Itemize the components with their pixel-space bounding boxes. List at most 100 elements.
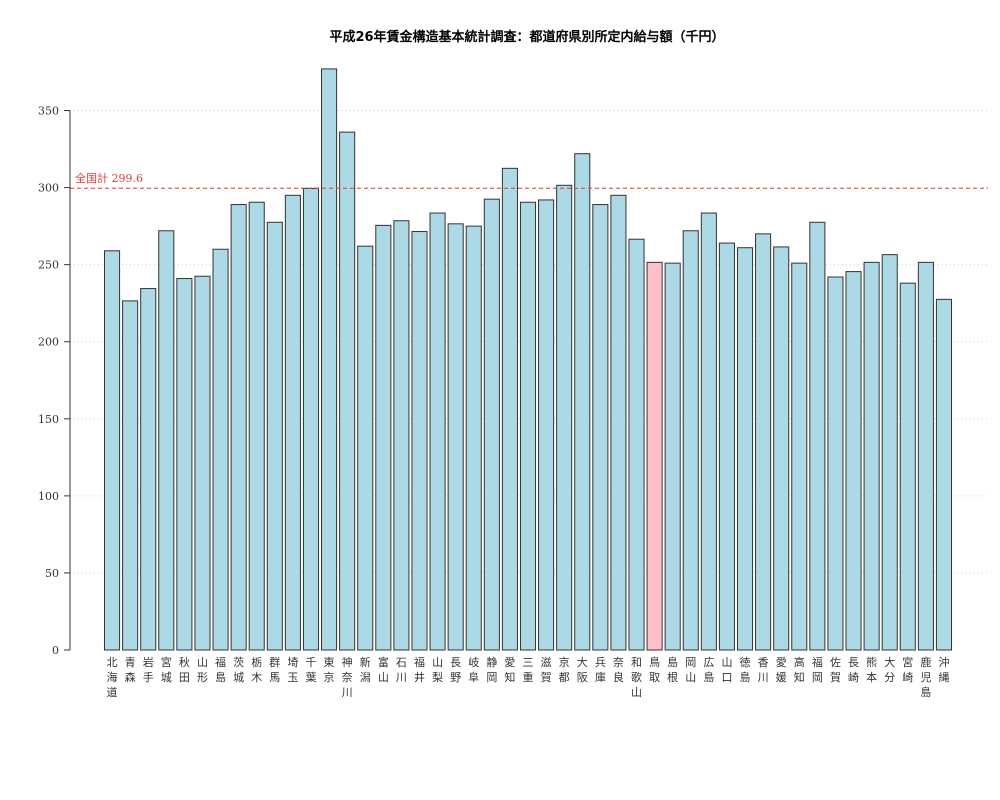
x-tick-label: 愛知 <box>504 656 515 684</box>
x-tick-label: 石川 <box>396 656 407 684</box>
x-tick-label: 岐阜 <box>468 656 479 684</box>
x-tick-label: 広島 <box>703 656 714 684</box>
bar <box>881 254 898 651</box>
x-tick-label: 東京 <box>324 656 335 684</box>
bar <box>718 242 735 651</box>
bar <box>845 271 862 651</box>
bar <box>827 276 844 651</box>
bar <box>194 275 211 651</box>
x-tick-label: 鳥取 <box>649 655 660 684</box>
bar <box>158 230 175 651</box>
x-tick-label: 山口 <box>721 656 732 684</box>
x-tick-label: 秋田 <box>179 655 190 684</box>
x-tick-label: 新潟 <box>360 655 371 684</box>
x-tick-label: 福島 <box>215 655 226 684</box>
bar <box>574 153 591 651</box>
x-tick-label: 高知 <box>794 655 805 684</box>
y-tick-label: 200 <box>38 336 59 349</box>
x-tick-label: 大阪 <box>577 655 588 684</box>
x-tick-label: 愛媛 <box>776 656 787 684</box>
x-tick-label: 和歌山 <box>631 656 642 699</box>
x-tick-label: 茨城 <box>233 655 244 684</box>
bar <box>646 261 663 651</box>
x-tick-label: 千葉 <box>305 656 316 684</box>
bar <box>393 220 410 651</box>
bar <box>538 199 555 651</box>
bar <box>519 201 537 651</box>
bar <box>465 225 482 651</box>
reference-line-label: 全国計 299.6 <box>75 171 143 185</box>
bar <box>935 298 952 651</box>
x-tick-label: 熊本 <box>866 655 877 684</box>
bar <box>284 194 301 651</box>
x-tick-label: 長崎 <box>848 656 859 684</box>
bar <box>321 68 338 651</box>
x-tick-label: 徳島 <box>740 656 751 684</box>
bar <box>899 282 916 651</box>
x-tick-label: 神奈川 <box>342 655 353 699</box>
bar <box>357 245 374 651</box>
y-tick-label: 0 <box>52 644 59 657</box>
chart-title: 平成26年賃金構造基本統計調査：都道府県別所定内給与額（千円） <box>329 29 724 45</box>
bar <box>863 261 880 651</box>
x-tick-label: 奈良 <box>613 655 624 684</box>
x-tick-label: 滋賀 <box>541 656 552 684</box>
x-tick-label: 福岡 <box>812 655 823 684</box>
bar <box>248 201 265 651</box>
bar <box>917 261 934 651</box>
bar <box>700 212 717 651</box>
x-tick-label: 富山 <box>378 655 389 684</box>
x-tick-label: 福井 <box>414 655 425 684</box>
x-tick-label: 埼玉 <box>287 655 298 684</box>
bar <box>501 167 518 651</box>
y-tick-label: 50 <box>45 567 59 580</box>
bar <box>610 194 627 651</box>
bar <box>556 184 573 651</box>
x-tick-label: 大分 <box>884 655 895 684</box>
bar <box>809 221 826 651</box>
x-axis: 北海道青森岩手宮城秋田山形福島茨城栃木群馬埼玉千葉東京神奈川新潟富山石川福井山梨… <box>107 655 950 699</box>
bar <box>664 262 681 651</box>
y-tick-label: 100 <box>38 490 59 503</box>
x-tick-label: 宮城 <box>161 655 172 684</box>
bar <box>122 300 139 651</box>
y-tick-label: 150 <box>38 413 59 426</box>
bar <box>339 131 356 651</box>
x-tick-label: 山形 <box>197 656 208 684</box>
bar <box>447 223 464 651</box>
bar <box>104 250 121 651</box>
bar <box>791 262 808 651</box>
x-tick-label: 香川 <box>758 656 769 684</box>
x-tick-label: 栃木 <box>251 655 262 684</box>
x-tick-label: 山梨 <box>432 656 443 684</box>
x-tick-label: 北海道 <box>107 656 118 699</box>
bar <box>230 204 247 651</box>
x-tick-label: 沖縄 <box>938 656 949 684</box>
bar <box>176 278 193 651</box>
x-tick-label: 宮崎 <box>902 655 913 684</box>
bar <box>773 246 790 651</box>
x-tick-label: 長野 <box>450 656 461 684</box>
x-tick-label: 静岡 <box>486 655 497 684</box>
x-tick-label: 島根 <box>667 655 678 684</box>
x-tick-label: 鹿児島 <box>920 655 931 699</box>
bar <box>736 247 754 651</box>
bar <box>375 224 392 651</box>
x-tick-label: 三重 <box>523 656 534 684</box>
bar <box>592 204 609 651</box>
x-tick-label: 群馬 <box>269 655 280 684</box>
x-tick-label: 京都 <box>559 655 570 684</box>
bar <box>682 230 699 651</box>
bar <box>411 231 428 651</box>
bar <box>302 187 320 651</box>
x-tick-label: 岡山 <box>685 656 696 684</box>
bar <box>429 212 446 651</box>
y-tick-label: 300 <box>38 182 59 195</box>
bars <box>104 68 952 651</box>
bar <box>266 221 283 651</box>
x-tick-label: 岩手 <box>143 655 154 684</box>
x-tick-label: 兵庫 <box>595 656 606 684</box>
x-tick-label: 佐賀 <box>830 655 841 684</box>
